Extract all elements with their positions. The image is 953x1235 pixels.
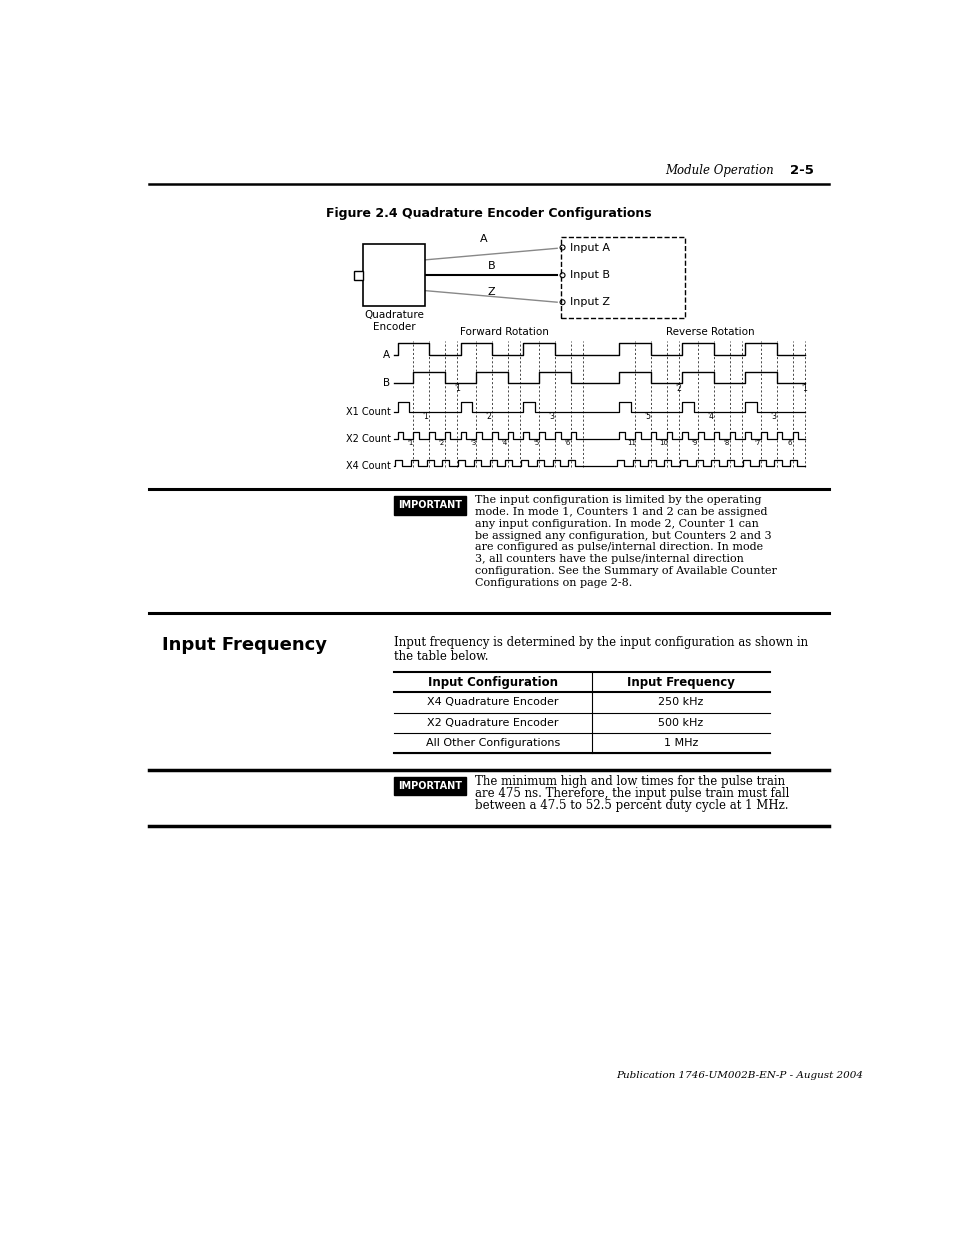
Text: Quadrature
Encoder: Quadrature Encoder [364,310,424,331]
Text: X2 Quadrature Encoder: X2 Quadrature Encoder [427,718,558,727]
Text: Input Frequency: Input Frequency [626,676,735,688]
Text: A: A [479,235,487,245]
Text: Input Frequency: Input Frequency [162,636,327,653]
Text: 500 kHz: 500 kHz [658,718,703,727]
Bar [394,496,465,515]
Text: IMPORTANT: IMPORTANT [397,500,461,510]
Text: '4: '4 [706,412,714,421]
Text: '9: '9 [691,440,698,446]
Text: '6: '6 [564,440,570,446]
Text: X4 Quadrature Encoder: X4 Quadrature Encoder [427,698,558,708]
Text: '4: '4 [501,440,507,446]
Bar [363,245,425,306]
Text: Input A: Input A [570,242,610,252]
Text: are configured as pulse/internal direction. In mode: are configured as pulse/internal directi… [475,542,762,552]
Text: 11: 11 [627,440,636,446]
Text: Module Operation: Module Operation [665,164,774,178]
Text: '2: '2 [675,384,682,393]
Text: Configurations on page 2-8.: Configurations on page 2-8. [475,578,632,588]
Text: 250 kHz: 250 kHz [658,698,703,708]
Text: configuration. See the Summary of Available Counter: configuration. See the Summary of Availa… [475,567,776,577]
Text: Publication 1746-UM002B-EN-P - August 2004: Publication 1746-UM002B-EN-P - August 20… [615,1071,862,1079]
Text: X2 Count: X2 Count [345,435,390,445]
Text: '1: '1 [407,440,413,446]
Text: B: B [383,378,390,388]
Bar [354,270,363,280]
Text: '1: '1 [801,384,808,393]
Text: mode. In mode 1, Counters 1 and 2 can be assigned: mode. In mode 1, Counters 1 and 2 can be… [475,506,766,516]
Text: 6: 6 [786,440,791,446]
Text: Forward Rotation: Forward Rotation [459,327,548,337]
Text: IMPORTANT: IMPORTANT [397,781,461,790]
Text: Z: Z [487,287,495,296]
Text: '8: '8 [722,440,729,446]
Text: '2: '2 [438,440,444,446]
Text: Input B: Input B [570,270,610,280]
Text: X1 Count: X1 Count [345,406,390,416]
Text: '2: '2 [485,412,492,421]
Text: 2-5: 2-5 [789,164,813,178]
Text: '3: '3 [470,440,476,446]
Text: Reverse Rotation: Reverse Rotation [665,327,754,337]
Text: '7: '7 [754,440,760,446]
Text: the table below.: the table below. [394,651,488,663]
Text: Input Configuration: Input Configuration [428,676,558,688]
Bar [560,237,684,317]
Text: Figure 2.4 Quadrature Encoder Configurations: Figure 2.4 Quadrature Encoder Configurat… [326,207,651,220]
Text: Input frequency is determined by the input configuration as shown in: Input frequency is determined by the inp… [394,636,807,648]
Text: are 475 ns. Therefore, the input pulse train must fall: are 475 ns. Therefore, the input pulse t… [475,787,788,800]
Bar [394,777,465,795]
Text: any input configuration. In mode 2, Counter 1 can: any input configuration. In mode 2, Coun… [475,519,758,529]
Text: The minimum high and low times for the pulse train: The minimum high and low times for the p… [475,776,784,788]
Text: The input configuration is limited by the operating: The input configuration is limited by th… [475,495,760,505]
Text: '3: '3 [548,412,555,421]
Text: '1: '1 [422,412,429,421]
Text: Input Z: Input Z [570,298,610,308]
Text: All Other Configurations: All Other Configurations [426,739,559,748]
Text: between a 47.5 to 52.5 percent duty cycle at 1 MHz.: between a 47.5 to 52.5 percent duty cycl… [475,799,787,811]
Text: '5: '5 [533,440,538,446]
Text: '5: '5 [643,412,651,421]
Text: '3: '3 [769,412,777,421]
Text: A: A [383,351,390,361]
Text: be assigned any configuration, but Counters 2 and 3: be assigned any configuration, but Count… [475,531,771,541]
Text: 10: 10 [659,440,667,446]
Text: X4 Count: X4 Count [345,461,390,472]
Text: 3, all counters have the pulse/internal direction: 3, all counters have the pulse/internal … [475,555,743,564]
Text: 1 MHz: 1 MHz [663,739,698,748]
Text: B: B [487,262,495,272]
Text: '1: '1 [454,384,460,393]
